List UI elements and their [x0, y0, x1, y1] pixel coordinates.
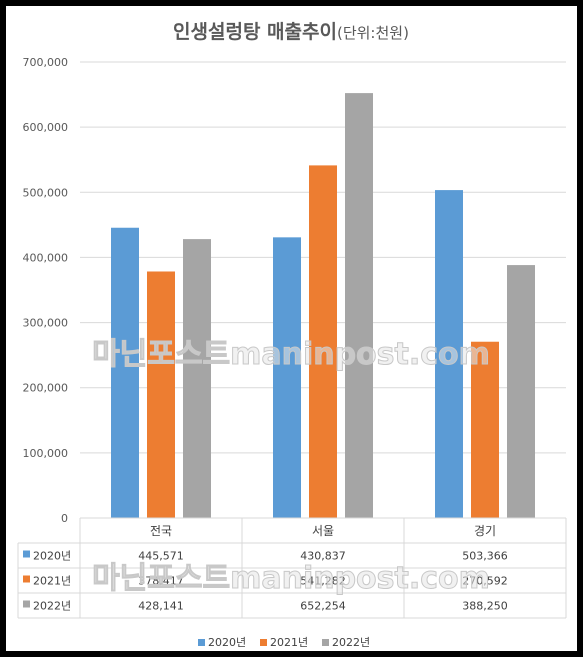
chart-title: 인생설렁탕 매출추이(단위:천원) [173, 21, 409, 43]
data-label: 270,592 [462, 575, 508, 588]
data-label: 652,254 [300, 600, 346, 613]
legend-label: 2022년 [332, 636, 370, 649]
data-label: 503,366 [462, 550, 508, 563]
legend-label: 2020년 [208, 636, 246, 649]
watermark-text: 마닌포스트maninpost.com [92, 337, 490, 372]
bar [183, 239, 211, 518]
category-label: 서울 [312, 524, 334, 538]
chart-svg: 인생설렁탕 매출추이(단위:천원) 0 100,000 200,000 300,000… [17, 21, 567, 649]
bar [507, 265, 535, 518]
data-label: 445,571 [138, 550, 184, 563]
data-label: 430,837 [300, 550, 346, 563]
chart-area: 인생설렁탕 매출추이(단위:천원) 0 100,000 200,000 300,000… [6, 6, 577, 651]
y-tick-label: 400,000 [23, 251, 69, 264]
category-label: 경기 [474, 524, 496, 538]
watermark: 마닌포스트maninpost.com 마닌포스트maninpost.com [92, 337, 491, 597]
data-label: 388,250 [462, 600, 508, 613]
legend-key [322, 639, 329, 646]
table-series-label: 2021년 [33, 575, 71, 588]
y-tick-label: 600,000 [23, 121, 69, 134]
bar [147, 271, 175, 518]
bar [435, 190, 463, 518]
table-legend-key [23, 600, 30, 608]
y-axis: 0 100,000 200,000 300,000 400,000 500,000 600,… [23, 56, 69, 525]
table-legend-key [23, 575, 30, 583]
data-table: 전국 서울 경기 2020년 445,571 430,837 503,366 2021년 378… [17, 517, 567, 619]
y-tick-label: 0 [61, 512, 68, 525]
y-tick-label: 300,000 [23, 317, 69, 330]
bar [273, 237, 301, 519]
table-series-label: 2022년 [33, 600, 71, 613]
y-tick-label: 500,000 [23, 186, 69, 199]
y-tick-label: 700,000 [23, 56, 69, 69]
chart-title-main: 인생설렁탕 매출추이 [173, 21, 337, 43]
legend-key [260, 639, 267, 646]
legend-label: 2021년 [270, 636, 308, 649]
bar [309, 165, 337, 518]
bar [471, 341, 499, 518]
data-label: 541,282 [300, 575, 346, 588]
bar [111, 227, 139, 519]
watermark-text: 마닌포스트maninpost.com [92, 561, 490, 596]
bar [345, 93, 373, 518]
bars [111, 93, 535, 519]
chart-title-unit: (단위:천원) [337, 24, 409, 42]
table-series-label: 2020년 [33, 550, 71, 563]
y-tick-label: 200,000 [23, 382, 69, 395]
category-label: 전국 [150, 524, 172, 538]
data-label: 428,141 [138, 600, 184, 613]
legend-key [198, 639, 205, 646]
data-label: 378,417 [138, 575, 184, 588]
table-legend-key [23, 550, 30, 558]
legend: 2020년 2021년 2022년 [198, 636, 370, 649]
y-tick-label: 100,000 [23, 447, 69, 460]
